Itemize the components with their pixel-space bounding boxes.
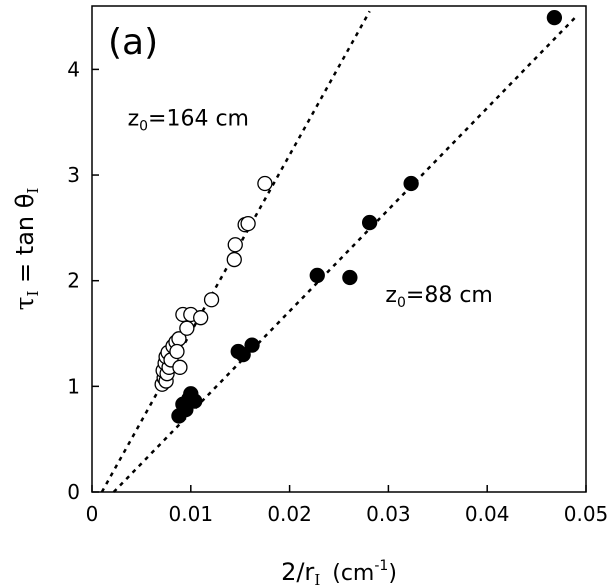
filled-circle-point: [361, 214, 378, 231]
open-circle-point: [203, 292, 220, 308]
open-circle-point: [179, 320, 195, 336]
label-z0-164: z0=164 cm: [128, 106, 249, 134]
label-z0-88: z0=88 cm: [385, 283, 492, 311]
y-tick-label: 1: [67, 374, 80, 398]
x-tick-label: 0.03: [366, 502, 411, 526]
y-tick-label: 3: [67, 163, 80, 187]
x-axis-title: 2/rI (cm-1): [281, 558, 397, 588]
open-circle-point: [226, 251, 242, 268]
y-tick-label: 0: [67, 480, 80, 504]
y-tick-label: 2: [67, 269, 80, 293]
fit-z0-164: [100, 10, 371, 493]
label-z0-164-base: z: [128, 106, 140, 131]
y-tick-label: 4: [67, 57, 80, 81]
filled-circle-point: [546, 9, 563, 26]
x-tick-label: 0.02: [267, 502, 312, 526]
x-axis-title-unit-close: ): [388, 561, 397, 586]
panel-label: (a): [108, 22, 158, 63]
x-tick-label: 0.04: [465, 502, 510, 526]
y-axis-title-tau: τ: [10, 297, 39, 311]
x-axis-title-unit-open: (cm: [332, 561, 374, 586]
y-axis-title-sub1: I: [24, 291, 42, 297]
filled-circle-point: [342, 269, 358, 286]
x-axis-title-sub: I: [314, 571, 320, 588]
x-axis-title-main: 2/r: [281, 558, 314, 586]
label-z0-88-rest: =88 cm: [406, 283, 493, 308]
open-circle-point: [193, 310, 209, 326]
label-z0-88-sub: 0: [397, 295, 406, 311]
open-circle-point: [169, 343, 185, 360]
x-axis-ticks: 0 0.01 0.02 0.03 0.04 0.05: [86, 485, 609, 526]
filled-circle-point: [187, 393, 203, 409]
x-tick-label: 0: [86, 502, 99, 526]
data-points: [154, 9, 563, 424]
x-tick-label: 0.01: [169, 502, 214, 526]
open-circle-point: [240, 215, 256, 232]
open-circle-point: [172, 359, 188, 375]
filled-circle-point: [309, 267, 325, 284]
open-circle-point: [257, 175, 273, 192]
y-axis-title-mid: = tan θ: [11, 194, 39, 291]
filled-circle-point: [244, 337, 260, 353]
open-circle-point: [227, 237, 243, 253]
label-z0-164-rest: =164 cm: [148, 106, 249, 131]
plot-frame: [91, 5, 587, 493]
x-tick-label: 0.05: [564, 502, 609, 526]
x-axis-title-unit-sup: -1: [374, 558, 388, 574]
y-axis-ticks: 0 1 2 3 4: [67, 57, 99, 504]
label-z0-164-sub: 0: [139, 118, 148, 134]
filled-circle-point: [403, 175, 419, 192]
label-z0-88-base: z: [385, 283, 397, 308]
filled-circle-point: [235, 347, 251, 363]
y-axis-title-sub2: I: [24, 188, 42, 194]
y-axis-title: τI = tan θI: [10, 188, 42, 311]
